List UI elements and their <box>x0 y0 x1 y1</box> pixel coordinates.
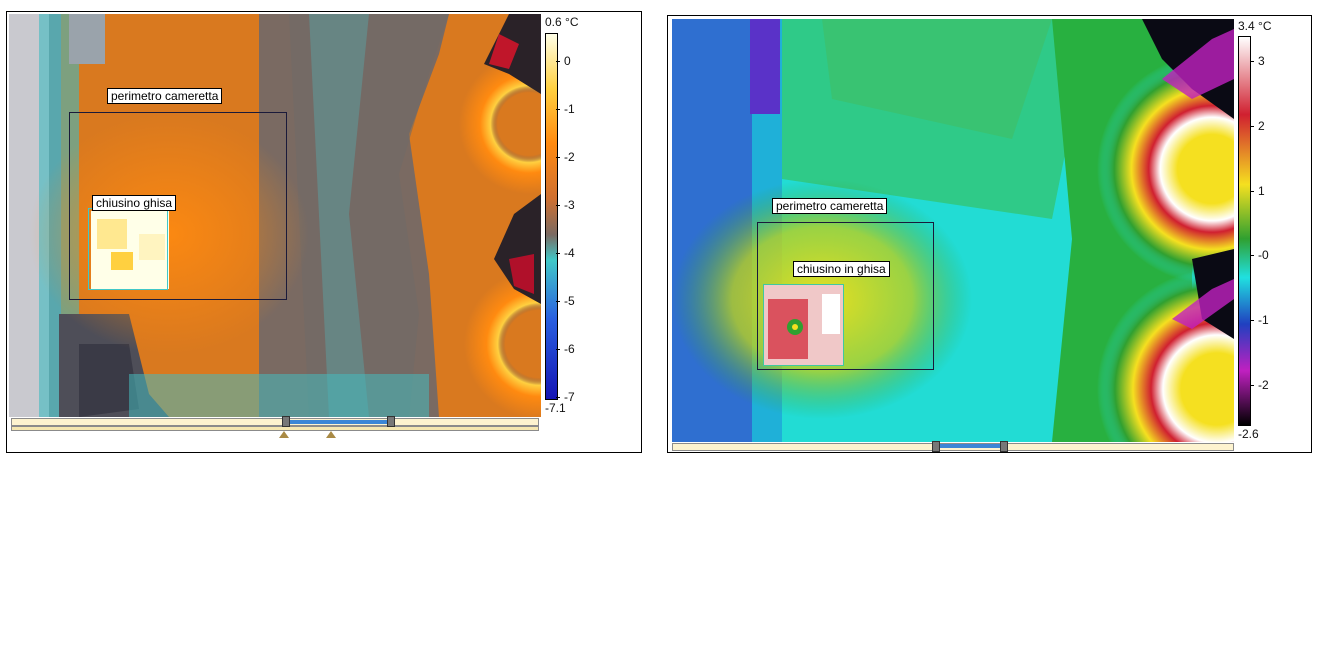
roi-inner-label: chiusino in ghisa <box>793 261 890 277</box>
temperature-scale-bar <box>545 33 558 400</box>
scale-tick-label: -7 <box>564 390 575 404</box>
roi-outer-box[interactable] <box>757 222 934 370</box>
range-track[interactable] <box>11 418 539 426</box>
scale-tick-label: -3 <box>564 198 575 212</box>
scale-min-label: -2.6 <box>1238 427 1259 441</box>
range-marker-low[interactable] <box>279 431 289 438</box>
scale-tick-label: -4 <box>564 246 575 260</box>
roi-inner-label: chiusino ghisa <box>92 195 177 211</box>
range-handle-low[interactable] <box>281 416 290 427</box>
range-selection <box>936 444 1004 448</box>
scale-tick-mark <box>1250 385 1254 386</box>
scale-tick-label: -5 <box>564 294 575 308</box>
roi-outer-label: perimetro cameretta <box>772 198 888 214</box>
scale-tick-mark <box>1250 125 1254 127</box>
scale-tick-label: 3 <box>1258 54 1265 68</box>
range-track-secondary[interactable] <box>11 426 539 431</box>
scale-tick-mark <box>556 61 560 62</box>
scale-tick-mark <box>556 157 560 158</box>
scale-tick-mark <box>1250 61 1254 62</box>
scale-tick-label: 1 <box>1258 183 1265 198</box>
roi-outer-box[interactable] <box>69 112 287 300</box>
scale-tick-label: -1 <box>564 102 575 116</box>
scale-tick-label: -2 <box>1258 378 1269 392</box>
scale-min-label: -7.1 <box>545 401 566 415</box>
scale-tick-mark <box>556 301 560 302</box>
thermal-image-panel-left: perimetro cameretta chiusino ghisa 0.6 °… <box>6 11 642 453</box>
scale-tick-mark <box>1250 320 1254 322</box>
scale-tick-mark <box>556 205 560 206</box>
scale-tick-label: -1 <box>1258 313 1269 328</box>
scale-tick-label: 0 <box>564 54 571 68</box>
range-handle-high[interactable] <box>999 441 1008 452</box>
scale-tick-label: 2 <box>1258 118 1265 133</box>
thermal-image-panel-right: perimetro cameretta chiusino in ghisa 3.… <box>667 15 1312 453</box>
roi-inner-box[interactable] <box>763 284 844 366</box>
scale-tick-mark <box>556 349 560 350</box>
range-handle-low[interactable] <box>932 441 941 452</box>
scale-tick-mark <box>1250 255 1254 257</box>
roi-outer-label: perimetro cameretta <box>107 88 223 104</box>
scale-tick-mark <box>556 253 560 254</box>
scale-max-label: 0.6 °C <box>545 15 579 29</box>
scale-max-label: 3.4 °C <box>1238 19 1272 33</box>
thermal-image-left <box>9 14 541 417</box>
range-marker-high[interactable] <box>326 431 336 438</box>
scale-tick-label: -2 <box>564 150 575 164</box>
range-handle-high[interactable] <box>387 416 396 427</box>
scale-tick-mark <box>556 397 560 398</box>
roi-inner-box[interactable] <box>88 208 168 290</box>
temperature-scale-bar <box>1238 36 1251 426</box>
thermal-image-right <box>672 19 1234 442</box>
range-selection <box>285 420 392 424</box>
scale-tick-mark <box>556 109 560 110</box>
scale-tick-label: -0 <box>1258 248 1269 263</box>
scale-tick-label: -6 <box>564 342 575 356</box>
scale-tick-mark <box>1250 190 1254 192</box>
